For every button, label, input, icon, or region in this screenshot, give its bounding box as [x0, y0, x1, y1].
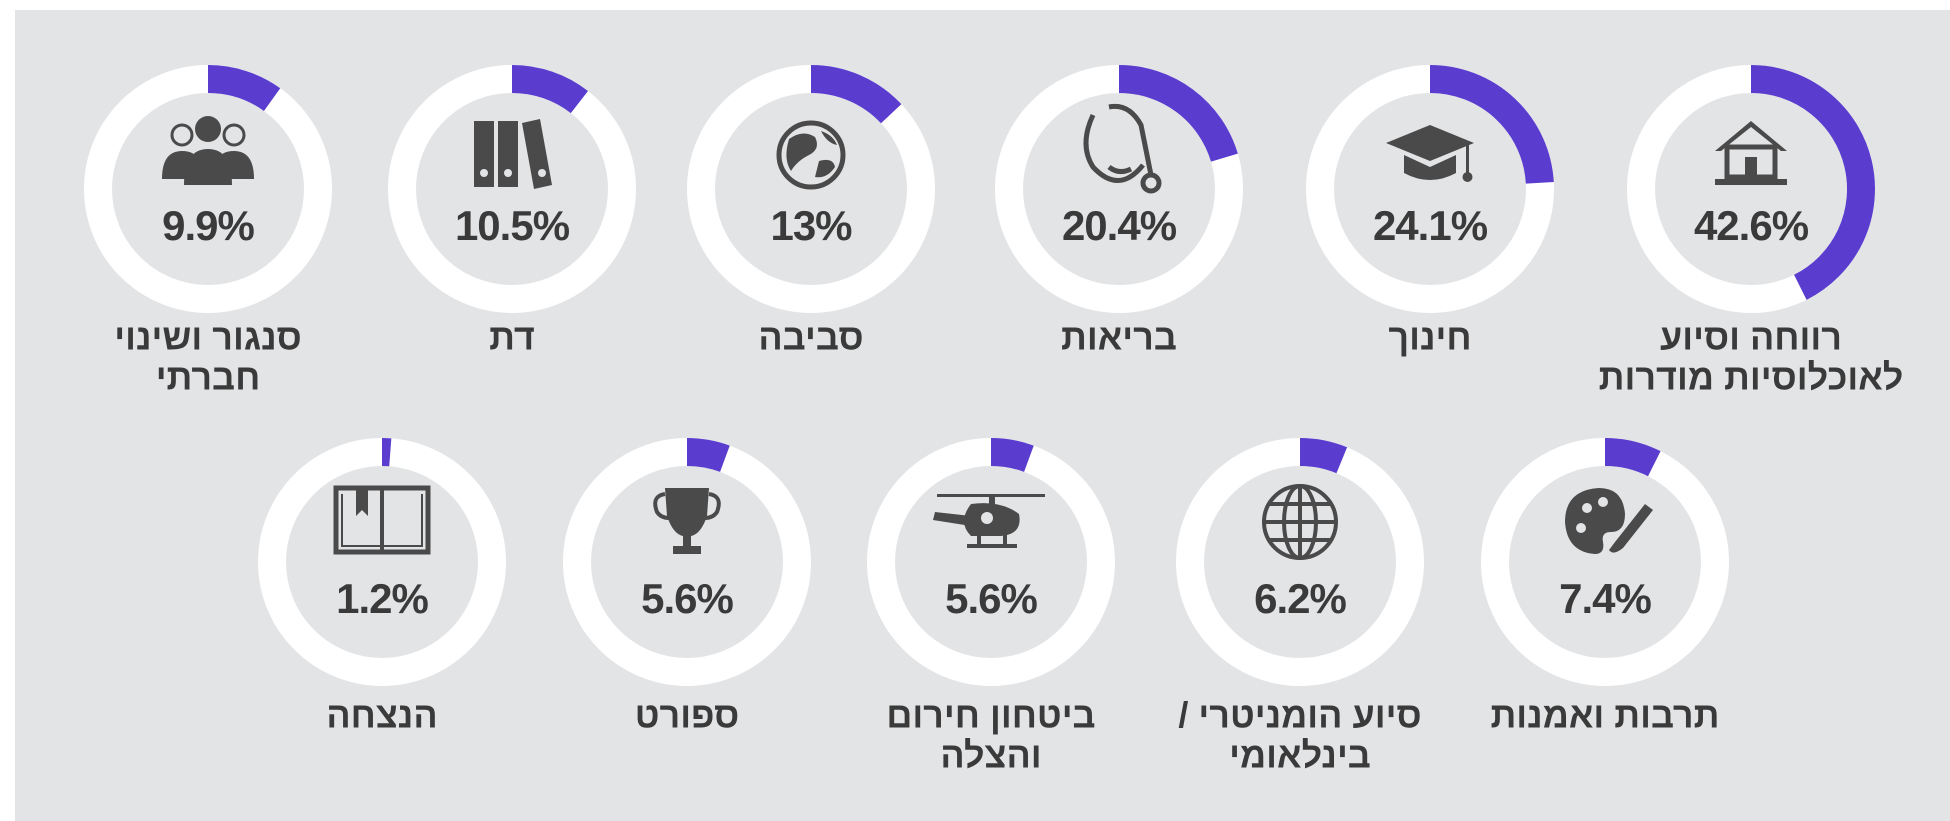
category-label: הנצחה [326, 695, 437, 736]
icon-trophy [653, 488, 721, 554]
value-label: 5.6% [641, 575, 733, 622]
value-label: 13% [770, 202, 852, 249]
donut-arc [207, 65, 281, 112]
icon-house [1715, 121, 1787, 185]
category-label: דת [489, 317, 535, 358]
icon-binders [474, 119, 552, 189]
category-label: ביטחון חירום [886, 695, 1095, 736]
category-label: ספורט [635, 695, 740, 736]
donut-arc [1118, 65, 1238, 163]
category-label: לאוכלוסיות מודרות [1599, 357, 1904, 398]
icon-book [333, 485, 431, 555]
donut-arc [1750, 65, 1875, 300]
category-label: סיוע הומניטרי / [1178, 695, 1421, 736]
value-label: 10.5% [455, 202, 570, 249]
icons [162, 103, 1787, 560]
value-label: 24.1% [1373, 202, 1488, 249]
value-label: 6.2% [1254, 575, 1346, 622]
category-label: תרבות ואמנות [1490, 695, 1719, 736]
value-label: 42.6% [1694, 202, 1809, 249]
value-label: 20.4% [1062, 202, 1177, 249]
value-label: 1.2% [336, 575, 428, 622]
icon-cap [1386, 125, 1474, 182]
donut-arc [1299, 438, 1348, 474]
panel [15, 10, 1950, 821]
donut-arc [810, 65, 902, 124]
category-label: סביבה [758, 317, 863, 358]
donut-arc [686, 438, 730, 473]
donut-arc [1429, 65, 1554, 184]
value-label: 9.9% [162, 202, 254, 249]
value-label: 5.6% [945, 575, 1037, 622]
donut-arc [990, 438, 1034, 473]
icon-helicopter [933, 494, 1045, 548]
category-label: סנגור ושינוי [114, 317, 301, 358]
category-label: בינלאומי [1229, 735, 1371, 776]
donut-arc [1604, 438, 1661, 477]
category-label: חברתי [156, 357, 261, 398]
icon-people [162, 116, 254, 185]
value-label: 7.4% [1559, 575, 1651, 622]
icon-palette [1565, 488, 1653, 554]
category-label: והצלה [940, 735, 1041, 776]
icon-earth [776, 120, 846, 190]
category-label: חינוך [1388, 317, 1471, 358]
category-label: רווחה וסיוע [1660, 317, 1842, 358]
icon-globe [1262, 484, 1338, 560]
category-label: בריאות [1061, 317, 1177, 358]
icon-stethoscope [1083, 103, 1162, 194]
donut-arc [511, 65, 588, 114]
